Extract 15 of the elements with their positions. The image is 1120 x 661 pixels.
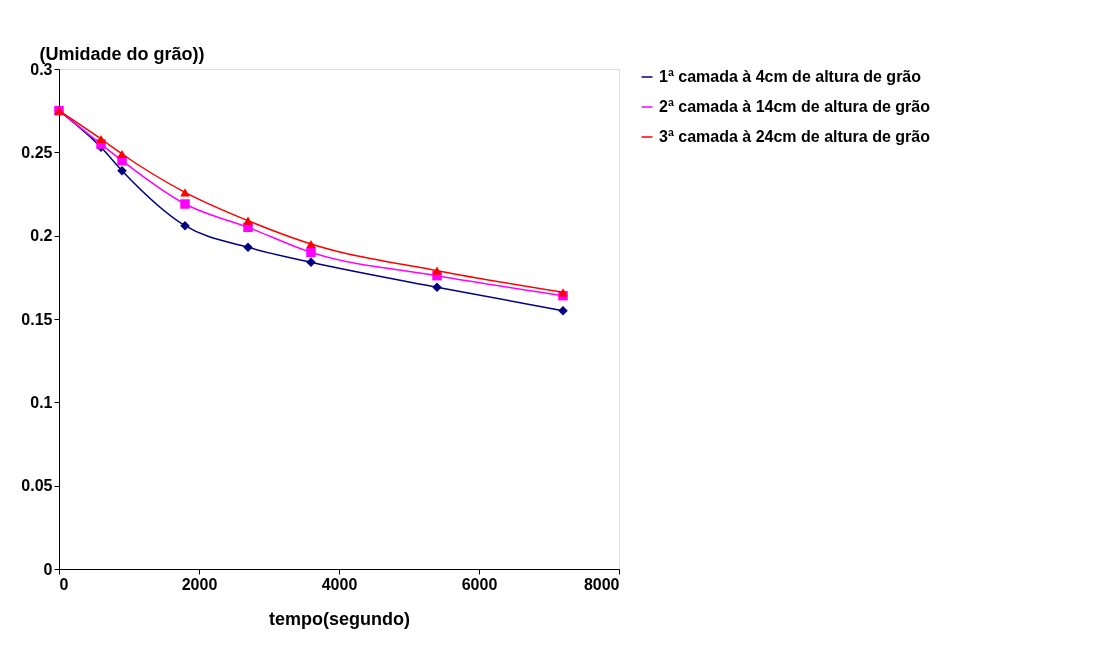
y-tick-label: 0.1 — [30, 393, 53, 411]
y-tick-label: 0 — [43, 560, 53, 578]
x-tick-label: 0 — [59, 575, 69, 593]
x-tick-label: 6000 — [461, 575, 498, 593]
legend-label: 3ª camada à 24cm de altura de grão — [659, 128, 931, 145]
y-tick-label: 0.15 — [21, 310, 53, 328]
legend-label: 1ª camada à 4cm de altura de grão — [659, 68, 922, 85]
y-tick-label: 0.2 — [30, 227, 53, 245]
legend-label: 2ª camada à 14cm de altura de grão — [659, 98, 931, 115]
x-tick-label: 2000 — [181, 575, 218, 593]
y-tick-label: 0.05 — [21, 477, 53, 495]
x-tick-label: 4000 — [321, 575, 358, 593]
x-tick-label: 8000 — [583, 575, 620, 593]
y-tick-label: 0.25 — [21, 143, 53, 161]
x-axis-title: tempo(segundo) — [269, 608, 410, 629]
